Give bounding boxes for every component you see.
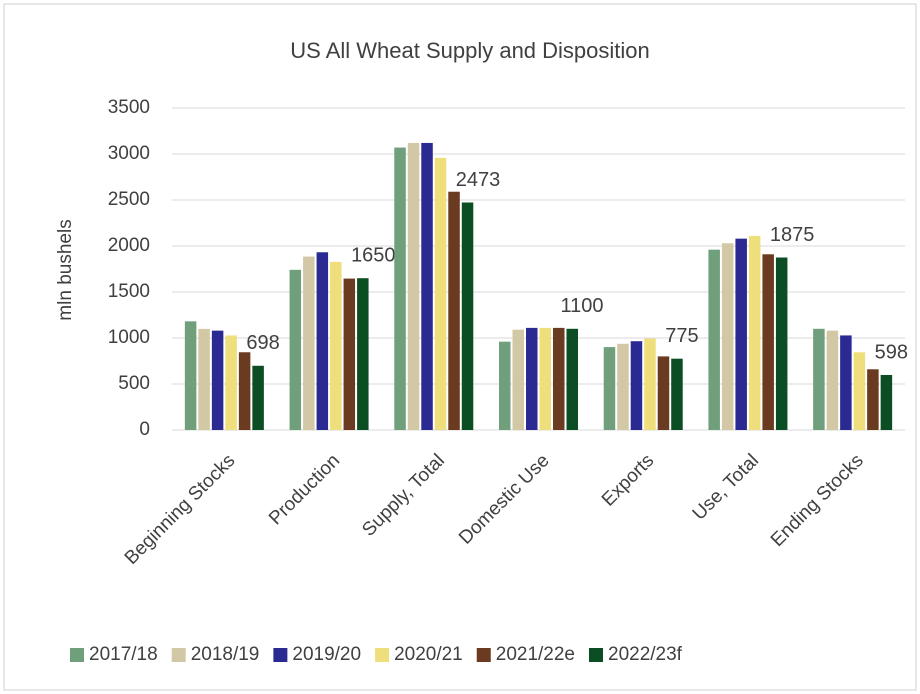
legend-swatch [171, 648, 186, 662]
bar [553, 327, 565, 430]
bar [357, 278, 369, 430]
legend-swatch [273, 648, 288, 662]
bar [671, 358, 683, 430]
bar [343, 278, 356, 430]
bar [499, 341, 511, 430]
bar [198, 328, 210, 430]
bar [225, 335, 237, 430]
bar [826, 330, 839, 430]
y-tick-label: 2500 [108, 189, 150, 210]
legend-swatch [70, 648, 84, 662]
bar [252, 365, 264, 430]
bar [748, 235, 761, 430]
bar [330, 261, 342, 430]
bar [289, 269, 302, 430]
bar [840, 335, 852, 430]
bar [853, 352, 866, 430]
legend-label: 2018/19 [191, 644, 260, 665]
bar [566, 328, 578, 430]
bar [880, 374, 893, 430]
bar [526, 327, 538, 430]
data-label: 2473 [456, 169, 501, 191]
data-label: 598 [875, 341, 908, 363]
bar [617, 343, 629, 430]
legend-swatch [589, 648, 603, 662]
legend-label: 2020/21 [394, 644, 463, 665]
data-label: 1650 [351, 244, 396, 266]
y-tick-label: 0 [139, 419, 150, 440]
data-label: 1100 [561, 295, 604, 317]
bar [434, 157, 447, 430]
legend-label: 2021/22e [496, 644, 575, 665]
bar [721, 243, 734, 430]
bar [813, 328, 825, 430]
bar [238, 352, 251, 430]
bar [708, 249, 720, 430]
y-tick-label: 2000 [108, 235, 150, 256]
bar [512, 329, 524, 430]
y-tick-label: 500 [118, 373, 150, 394]
bar [211, 330, 224, 430]
bar [421, 142, 433, 430]
bar [867, 369, 879, 430]
data-label: 698 [246, 332, 279, 354]
bar [461, 202, 474, 430]
bar [630, 341, 643, 430]
legend-swatch [476, 648, 491, 662]
bar [316, 252, 329, 430]
bar [657, 356, 670, 430]
legend-label: 2022/23f [608, 644, 683, 665]
bar [539, 327, 551, 430]
bar [603, 347, 616, 430]
bar [394, 147, 406, 430]
data-label: 775 [665, 325, 698, 347]
y-axis-label: mln bushels [55, 219, 76, 320]
bar [448, 191, 460, 430]
y-tick-label: 1000 [108, 327, 150, 348]
bar [775, 257, 788, 430]
bar [184, 321, 197, 430]
legend-swatch [375, 648, 390, 662]
bar [644, 338, 656, 430]
y-tick-label: 3000 [108, 143, 150, 164]
legend-label: 2017/18 [89, 644, 158, 665]
data-label: 1875 [770, 224, 815, 246]
y-tick-label: 3500 [108, 97, 150, 118]
bar [407, 142, 420, 430]
bar [303, 256, 315, 430]
chart-title: US All Wheat Supply and Disposition [290, 38, 650, 63]
legend-label: 2019/20 [292, 644, 361, 665]
bar [735, 238, 747, 430]
y-tick-label: 1500 [108, 281, 150, 302]
bar [762, 254, 774, 430]
